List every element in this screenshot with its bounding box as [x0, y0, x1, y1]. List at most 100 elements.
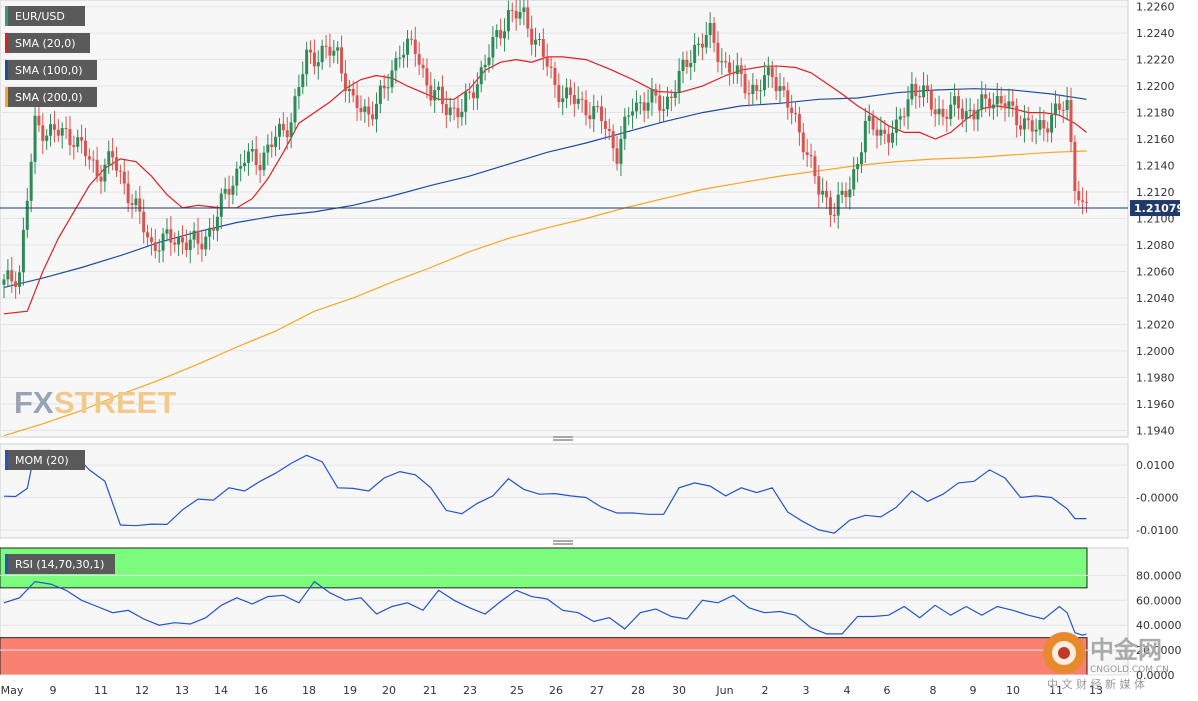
candle: [988, 92, 992, 117]
candle-body: [964, 111, 968, 120]
candle: [293, 88, 297, 132]
candle-body: [1061, 109, 1065, 111]
candle: [219, 188, 223, 230]
candle-body: [704, 35, 708, 48]
candle: [25, 188, 29, 239]
candle: [165, 218, 169, 242]
candle-body: [545, 56, 549, 67]
candle-body: [817, 176, 821, 195]
candle: [1042, 109, 1046, 142]
candle-body: [995, 95, 999, 105]
candle-body: [68, 129, 72, 146]
candle-body: [413, 39, 417, 55]
candle-body: [184, 242, 188, 251]
candle-body: [887, 133, 891, 143]
price-tick-label: 1.2260: [1136, 1, 1175, 14]
candle-body: [301, 74, 305, 88]
candle-body: [1015, 105, 1019, 126]
candle: [534, 27, 538, 58]
candle-body: [980, 94, 984, 110]
candle-body: [386, 87, 390, 89]
candle-body: [471, 92, 475, 99]
candle: [887, 126, 891, 156]
candle: [107, 140, 111, 175]
candle: [600, 95, 604, 134]
candle: [14, 271, 18, 299]
legend-sma-100[interactable]: SMA (100,0): [5, 60, 97, 80]
legend-rsi[interactable]: RSI (14,70,30,1): [5, 554, 115, 574]
candle: [836, 181, 840, 229]
candle: [825, 180, 829, 209]
candle-body: [142, 211, 146, 233]
candle-body: [122, 171, 126, 184]
x-tick-label: 8: [930, 684, 937, 697]
candle-body: [479, 67, 483, 85]
candle: [1038, 106, 1042, 136]
candle-body: [111, 151, 115, 158]
mom-line: [3, 449, 1087, 534]
candle: [285, 117, 289, 150]
candle-body: [161, 233, 165, 251]
candle: [790, 94, 794, 125]
candle: [359, 95, 363, 121]
legend-sma-200[interactable]: SMA (200,0): [5, 87, 97, 107]
candle-body: [188, 239, 192, 251]
candle-body: [596, 106, 600, 108]
candle: [433, 78, 437, 113]
candle-body: [433, 90, 437, 101]
candle-body: [832, 215, 836, 217]
candle-body: [929, 89, 933, 110]
candle-body: [56, 129, 60, 136]
candle-body: [289, 122, 293, 138]
candle: [665, 86, 669, 117]
rsi-axis: 80.0000 60.0000 40.0000 20.0000 0.0000: [1136, 569, 1182, 682]
candle-body: [584, 99, 588, 116]
legend-sma-20[interactable]: SMA (20,0): [5, 33, 90, 53]
panel-divider-handle[interactable]: [553, 540, 573, 545]
candle: [382, 74, 386, 99]
legend-mom[interactable]: MOM (20): [5, 450, 85, 470]
x-tick-label: 26: [549, 684, 563, 697]
candle: [1046, 121, 1050, 143]
candle-body: [153, 242, 157, 251]
sma-20-path: [3, 56, 1087, 315]
candle-body: [735, 65, 739, 74]
candle-body: [937, 108, 941, 115]
candle: [1050, 102, 1054, 143]
candle-body: [87, 156, 91, 160]
candle: [786, 82, 790, 120]
candle: [553, 61, 557, 98]
candle-body: [2, 279, 6, 285]
candle: [689, 49, 693, 81]
candle-body: [231, 185, 235, 195]
candle: [402, 41, 406, 68]
candle: [980, 81, 984, 118]
candle: [506, 0, 510, 40]
panel-divider-handle[interactable]: [553, 436, 573, 441]
legend-pair[interactable]: EUR/USD: [5, 6, 85, 26]
candle-body: [487, 57, 491, 65]
candle: [18, 265, 22, 295]
cngold-subtitle: 中 文 财 经 新 媒 体: [1047, 677, 1145, 691]
candle: [871, 110, 875, 136]
candle-body: [600, 106, 604, 122]
current-price-box: [1130, 200, 1180, 217]
x-tick-label: 3: [803, 684, 810, 697]
candle-body: [200, 243, 204, 250]
candle-body: [60, 128, 64, 136]
candle: [922, 72, 926, 107]
candle-body: [615, 148, 619, 164]
candle-body: [844, 190, 848, 198]
candle: [1057, 95, 1061, 116]
candle: [724, 51, 728, 68]
candle-body: [239, 166, 243, 169]
candle-body: [631, 111, 635, 116]
x-tick-label: 4: [844, 684, 851, 697]
candle-body: [650, 89, 654, 103]
candle: [444, 90, 448, 129]
candle: [208, 217, 212, 250]
candle: [328, 33, 332, 68]
candle: [6, 259, 10, 288]
candle-body: [852, 169, 856, 190]
candle: [964, 98, 968, 133]
